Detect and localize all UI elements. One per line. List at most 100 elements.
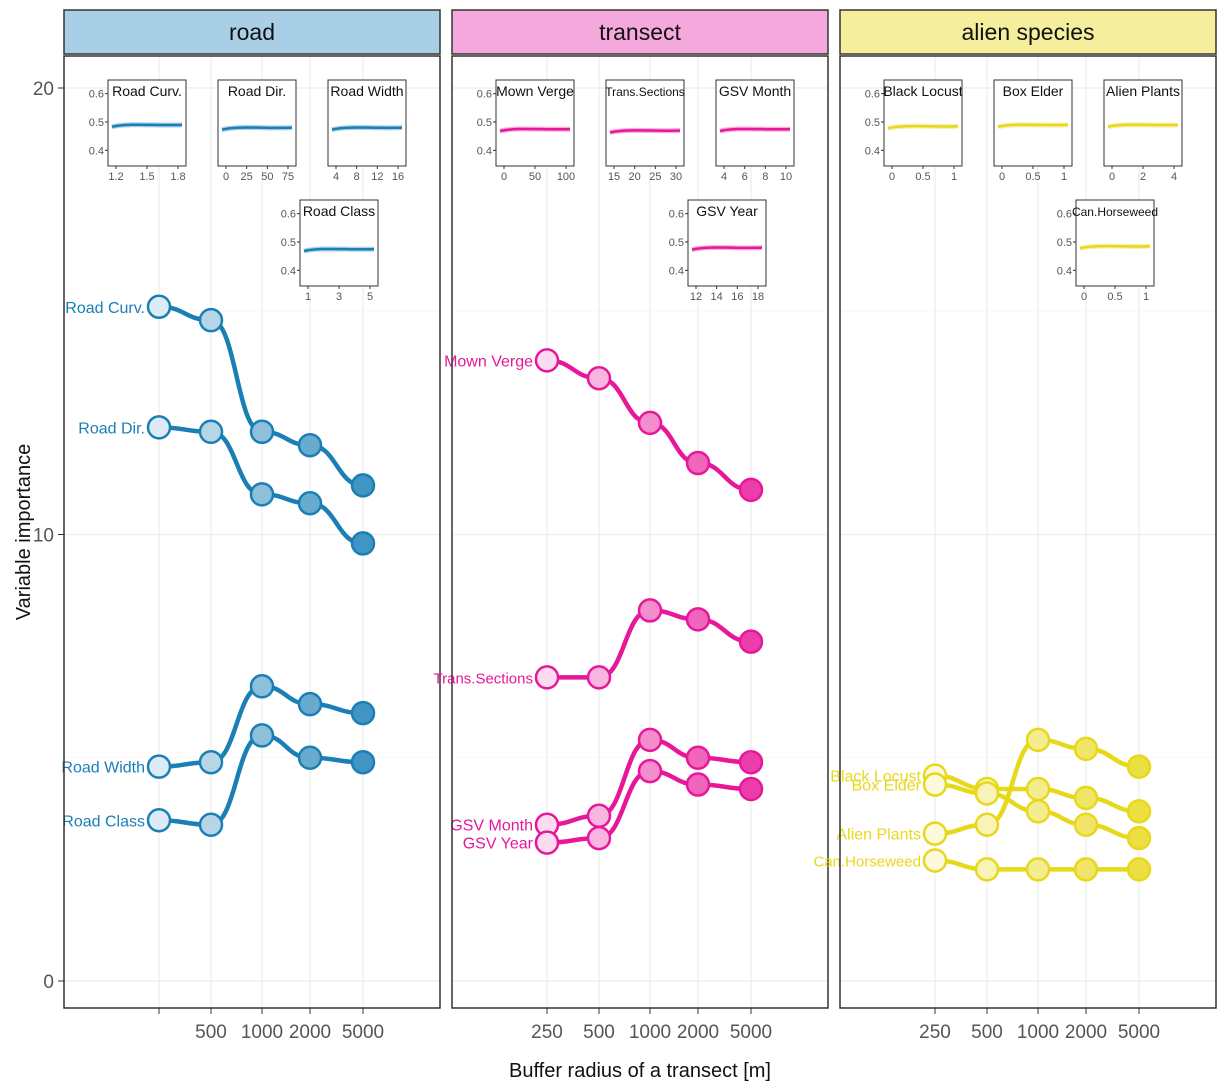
inset-x-tick-label: 20 <box>629 171 641 183</box>
data-point <box>974 812 1000 837</box>
inset-frame <box>299 199 379 287</box>
series-mown-verge: Mown Verge <box>444 348 764 503</box>
inset-x-tick-label: 4 <box>721 171 727 183</box>
series-trans-sections: Trans.Sections <box>434 598 764 690</box>
inset-title: Alien Plants <box>1106 83 1180 99</box>
x-axis-label: Buffer radius of a transect [m] <box>509 1060 771 1082</box>
data-point <box>297 490 323 516</box>
x-tick-label: 1000 <box>629 1022 671 1043</box>
data-point <box>1126 754 1152 779</box>
inset-frame <box>605 79 685 167</box>
inset-title: Trans.Sections <box>605 85 685 99</box>
inset-y-tick-label: 0.5 <box>477 117 492 129</box>
series-box-elder: Box Elder <box>852 772 1152 851</box>
inset-title: Road Curv. <box>112 83 182 99</box>
data-point <box>350 473 376 498</box>
data-point <box>586 665 612 690</box>
series-gsv-month: GSV Month <box>450 727 764 837</box>
data-point <box>350 749 376 775</box>
facet-title: transect <box>599 19 681 45</box>
data-point <box>198 419 224 445</box>
inset-y-tick-label: 0.6 <box>477 89 492 101</box>
inset-line <box>887 124 959 130</box>
y-tick-label: 20 <box>33 79 54 100</box>
inset-x-tick-label: 0.5 <box>1107 291 1122 303</box>
x-tick-label: 5000 <box>1118 1022 1160 1043</box>
inset-plot: Mown Verge 0.6 0.5 0.4 0 50 100 <box>477 79 575 183</box>
data-point <box>297 432 323 458</box>
inset-line <box>111 123 183 129</box>
inset-line <box>499 127 571 133</box>
data-point <box>146 808 172 833</box>
inset-plot: Road Curv. 0.6 0.5 0.4 1.2 1.5 1.8 <box>89 79 187 183</box>
inset-plot: Road Class 0.6 0.5 0.4 1 3 5 <box>281 199 379 303</box>
data-point <box>1126 799 1152 824</box>
inset-x-tick-label: 50 <box>529 171 541 183</box>
data-point <box>1073 785 1099 811</box>
data-point <box>146 294 172 320</box>
inset-frame <box>217 79 297 167</box>
data-point <box>534 665 560 690</box>
x-tick-label: 500 <box>971 1022 1003 1043</box>
data-point <box>637 758 663 784</box>
inset-x-tick-label: 1 <box>305 291 311 303</box>
data-point <box>637 598 663 623</box>
data-point <box>198 749 224 775</box>
inset-y-tick-label: 0.6 <box>865 89 880 101</box>
inset-x-tick-label: 12 <box>371 171 383 183</box>
inset-y-tick-label: 0.4 <box>865 145 880 157</box>
data-point <box>249 674 275 699</box>
inset-x-tick-label: 2 <box>1140 171 1146 183</box>
series-road-curv-: Road Curv. <box>65 294 376 498</box>
x-tick-label: 2000 <box>1065 1022 1107 1043</box>
inset-x-tick-label: 50 <box>261 171 273 183</box>
facet-title: road <box>229 19 275 45</box>
data-point <box>922 772 948 797</box>
panel-road: road Road Curv. 0.6 0.5 0.4 1.2 1.5 1.8 Road Dir… <box>61 9 441 1043</box>
inset-plot: GSV Year 0.6 0.5 0.4 12 14 16 18 <box>669 199 767 303</box>
data-point <box>586 825 612 851</box>
inset-x-tick-label: 16 <box>731 291 743 303</box>
data-point <box>738 749 764 775</box>
x-tick-label: 250 <box>919 1022 951 1043</box>
inset-title: Mown Verge <box>496 83 574 99</box>
inset-y-tick-label: 0.6 <box>669 209 684 221</box>
x-tick-label: 2000 <box>289 1022 331 1043</box>
data-point <box>1126 857 1152 882</box>
inset-x-tick-label: 0 <box>1109 171 1115 183</box>
inset-line <box>303 247 375 253</box>
series-road-width: Road Width <box>61 674 376 779</box>
inset-y-tick-label: 0.4 <box>669 265 684 277</box>
inset-y-tick-label: 0.4 <box>89 145 104 157</box>
panel-background <box>64 56 440 1008</box>
inset-line <box>609 129 681 134</box>
data-point <box>685 607 711 632</box>
data-point <box>586 803 612 829</box>
inset-y-tick-label: 0.5 <box>1057 237 1072 249</box>
data-point <box>738 629 764 654</box>
inset-x-tick-label: 5 <box>367 291 373 303</box>
x-tick-label: 1000 <box>1017 1022 1059 1043</box>
series-label: Road Width <box>61 760 145 777</box>
inset-x-tick-label: 0.5 <box>915 171 930 183</box>
data-point <box>637 727 663 753</box>
data-point <box>922 848 948 873</box>
inset-line <box>1079 244 1151 250</box>
series-label: Road Class <box>62 813 145 830</box>
data-point <box>1025 857 1051 882</box>
y-tick-label: 10 <box>33 526 54 547</box>
data-point <box>249 419 275 445</box>
series-label: Trans.Sections <box>434 670 534 687</box>
inset-y-tick-label: 0.4 <box>281 265 296 277</box>
panel-background <box>452 56 828 1008</box>
facet-strip <box>63 9 441 55</box>
data-point <box>974 781 1000 806</box>
inset-frame <box>495 79 575 167</box>
panel-border <box>839 55 1217 1009</box>
inset-title: GSV Month <box>719 83 791 99</box>
inset-line <box>221 126 293 131</box>
x-tick-label: 250 <box>531 1022 563 1043</box>
